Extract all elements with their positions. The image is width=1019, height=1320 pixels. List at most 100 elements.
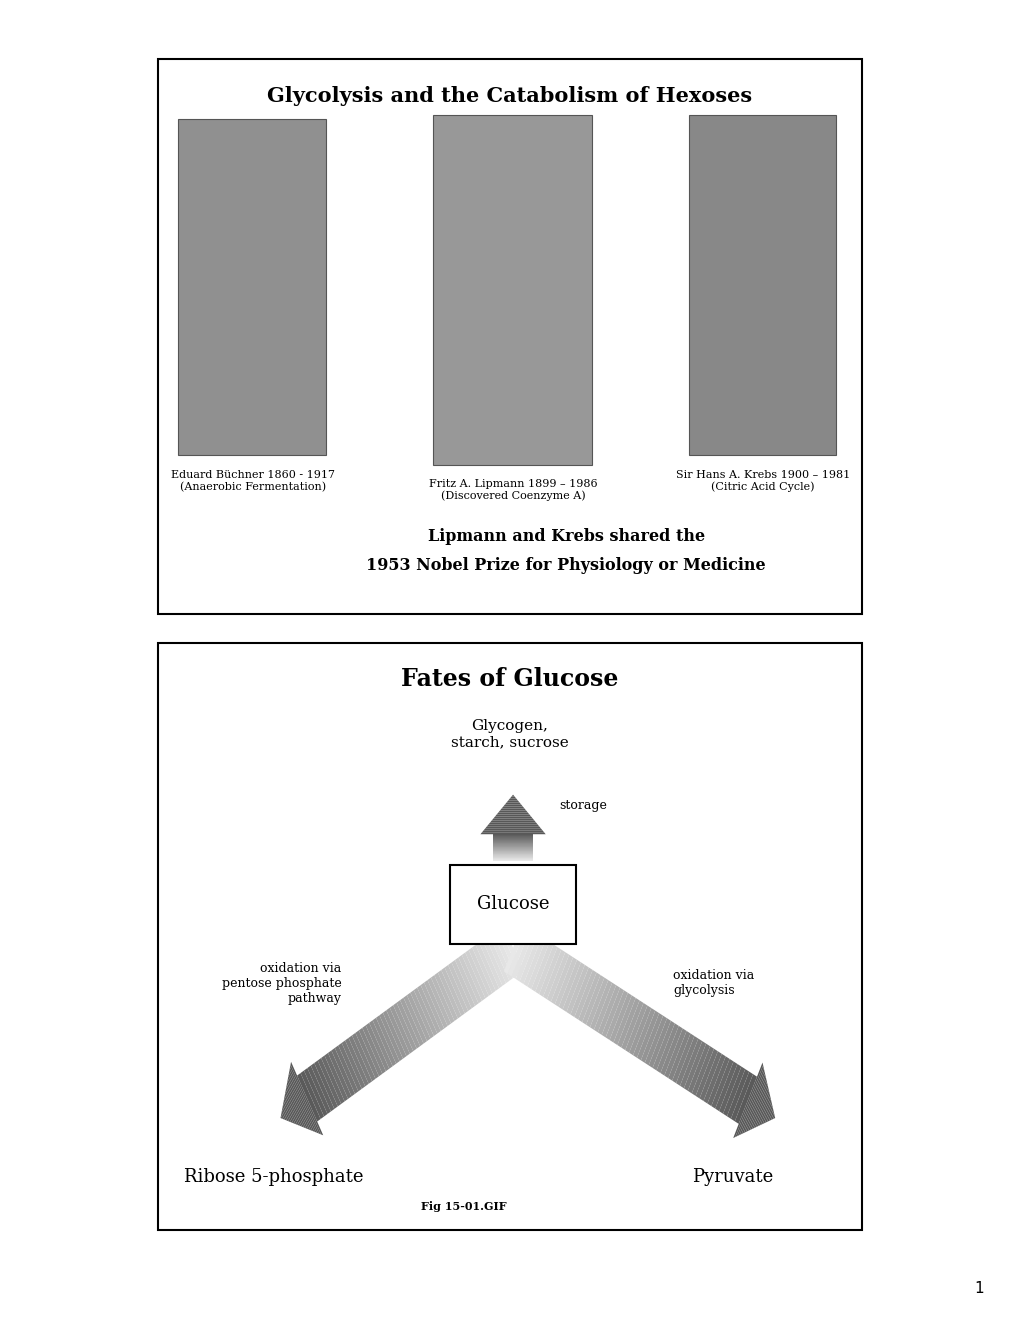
Polygon shape <box>652 1020 675 1071</box>
Polygon shape <box>427 978 450 1026</box>
Polygon shape <box>531 942 553 991</box>
Polygon shape <box>722 1067 745 1117</box>
Text: 1: 1 <box>974 1282 983 1296</box>
Polygon shape <box>574 970 596 1019</box>
Polygon shape <box>727 1069 748 1119</box>
Polygon shape <box>731 1072 752 1121</box>
Polygon shape <box>283 1101 293 1123</box>
Bar <box>178 119 326 455</box>
Polygon shape <box>507 927 530 977</box>
Polygon shape <box>282 1106 288 1122</box>
Polygon shape <box>739 1071 764 1135</box>
Text: Eduard Büchner 1860 - 1917
(Anaerobic Fermentation): Eduard Büchner 1860 - 1917 (Anaerobic Fe… <box>171 470 334 492</box>
Polygon shape <box>451 960 475 1008</box>
Polygon shape <box>633 1008 654 1057</box>
Polygon shape <box>770 1113 773 1121</box>
Bar <box>688 115 836 455</box>
Polygon shape <box>404 995 427 1044</box>
Polygon shape <box>566 965 588 1015</box>
Polygon shape <box>289 1068 319 1134</box>
Polygon shape <box>753 1090 768 1129</box>
Polygon shape <box>286 1084 306 1129</box>
Polygon shape <box>472 945 495 994</box>
Polygon shape <box>636 1011 658 1060</box>
Polygon shape <box>507 799 518 800</box>
Polygon shape <box>502 804 523 807</box>
Polygon shape <box>519 935 541 985</box>
Polygon shape <box>601 987 624 1038</box>
Polygon shape <box>510 796 516 799</box>
Polygon shape <box>735 1065 763 1137</box>
Polygon shape <box>659 1026 682 1076</box>
Polygon shape <box>465 950 488 998</box>
Text: Glycolysis and the Catabolism of Hexoses: Glycolysis and the Catabolism of Hexoses <box>267 86 752 106</box>
Polygon shape <box>743 1076 765 1133</box>
Polygon shape <box>527 940 549 989</box>
Text: oxidation via
glycolysis: oxidation via glycolysis <box>673 969 754 998</box>
Polygon shape <box>372 1018 395 1067</box>
Polygon shape <box>605 990 628 1040</box>
Polygon shape <box>741 1073 765 1134</box>
Polygon shape <box>511 795 515 796</box>
Polygon shape <box>703 1053 725 1104</box>
Polygon shape <box>286 1081 308 1130</box>
Polygon shape <box>676 1036 698 1086</box>
Polygon shape <box>304 1068 327 1117</box>
Polygon shape <box>597 985 620 1035</box>
Polygon shape <box>348 1035 372 1084</box>
Polygon shape <box>733 1063 762 1138</box>
Text: Fig 15-01.GIF: Fig 15-01.GIF <box>421 1201 506 1212</box>
Polygon shape <box>407 993 430 1041</box>
Polygon shape <box>625 1003 647 1052</box>
Polygon shape <box>289 1065 321 1134</box>
Polygon shape <box>288 1071 317 1133</box>
Text: Glucose: Glucose <box>476 895 549 913</box>
Text: oxidation via
pentose phosphate
pathway: oxidation via pentose phosphate pathway <box>222 962 341 1005</box>
Text: 1953 Nobel Prize for Physiology or Medicine: 1953 Nobel Prize for Physiology or Medic… <box>366 557 765 574</box>
Polygon shape <box>749 1085 767 1130</box>
Polygon shape <box>629 1006 651 1055</box>
Polygon shape <box>366 1023 389 1072</box>
Polygon shape <box>430 975 454 1023</box>
Polygon shape <box>285 1090 302 1127</box>
Polygon shape <box>578 973 600 1022</box>
Text: Pyruvate: Pyruvate <box>691 1168 772 1187</box>
Polygon shape <box>570 968 592 1018</box>
Polygon shape <box>321 1056 344 1104</box>
Polygon shape <box>751 1088 768 1129</box>
Bar <box>158 643 861 1230</box>
Polygon shape <box>762 1101 771 1125</box>
Polygon shape <box>648 1018 671 1068</box>
Polygon shape <box>282 1104 290 1122</box>
Polygon shape <box>311 1063 334 1111</box>
Polygon shape <box>609 993 631 1043</box>
Polygon shape <box>334 1045 358 1094</box>
Polygon shape <box>747 1082 767 1131</box>
Polygon shape <box>458 954 481 1003</box>
Polygon shape <box>486 824 539 826</box>
Polygon shape <box>506 800 519 803</box>
Polygon shape <box>444 965 468 1014</box>
Polygon shape <box>288 1073 314 1131</box>
Polygon shape <box>535 945 557 994</box>
Polygon shape <box>663 1028 686 1078</box>
Polygon shape <box>420 982 443 1031</box>
Polygon shape <box>640 1014 662 1063</box>
Polygon shape <box>469 948 492 995</box>
Polygon shape <box>355 1031 379 1078</box>
Polygon shape <box>558 960 581 1010</box>
Polygon shape <box>485 826 540 829</box>
Polygon shape <box>589 979 611 1030</box>
Polygon shape <box>772 1115 774 1119</box>
Polygon shape <box>691 1047 713 1096</box>
Polygon shape <box>504 803 521 804</box>
Bar <box>433 115 591 465</box>
Polygon shape <box>680 1039 701 1088</box>
Polygon shape <box>539 946 560 997</box>
Polygon shape <box>501 807 524 808</box>
Polygon shape <box>503 924 526 974</box>
Polygon shape <box>766 1107 772 1122</box>
Bar <box>158 59 861 614</box>
Polygon shape <box>447 962 471 1011</box>
Polygon shape <box>287 1076 312 1131</box>
